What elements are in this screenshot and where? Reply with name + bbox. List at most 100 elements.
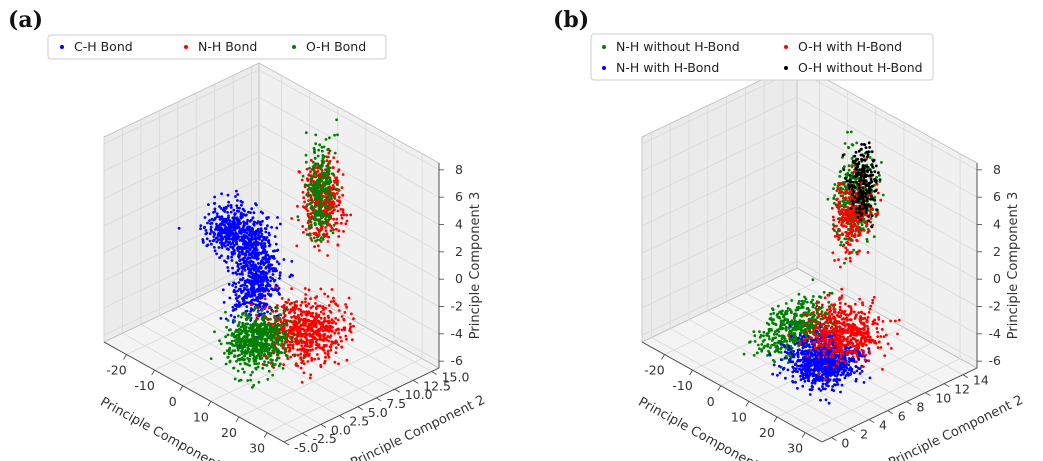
data-point [811, 379, 815, 382]
data-point [829, 366, 833, 370]
data-point [232, 366, 236, 370]
data-point [297, 218, 300, 222]
data-point [248, 353, 252, 357]
data-point [313, 172, 317, 176]
data-point [322, 337, 326, 340]
data-point [781, 367, 785, 371]
data-point [269, 306, 273, 310]
data-point [330, 343, 333, 346]
data-point [805, 371, 808, 375]
data-point [224, 220, 228, 224]
data-point [790, 299, 794, 302]
data-point [321, 329, 325, 333]
data-point [768, 337, 771, 341]
data-point [262, 343, 265, 346]
data-point [235, 204, 239, 208]
data-point [756, 343, 760, 347]
data-point [256, 310, 260, 314]
data-point [256, 243, 260, 247]
data-point [808, 358, 812, 361]
data-point [336, 160, 339, 164]
data-point [788, 324, 792, 328]
data-point [318, 143, 322, 147]
data-point [325, 215, 328, 219]
data-point [791, 360, 795, 364]
data-point [270, 333, 273, 337]
data-point [334, 339, 338, 343]
data-point [802, 343, 806, 346]
data-point [250, 293, 254, 297]
data-point [210, 229, 213, 233]
data-point [305, 193, 309, 197]
data-point [251, 216, 255, 220]
data-point [295, 244, 299, 248]
data-point [779, 319, 783, 323]
data-point [337, 235, 341, 238]
data-point [251, 352, 255, 356]
data-point [242, 223, 246, 227]
data-point [247, 274, 251, 277]
data-point [259, 343, 263, 347]
data-point [242, 259, 246, 262]
data-point [251, 256, 255, 259]
data-point [255, 313, 258, 317]
data-point [288, 319, 292, 323]
data-point [267, 361, 270, 364]
data-point [337, 331, 340, 335]
data-point [267, 369, 271, 373]
data-point [206, 221, 209, 225]
data-point [236, 296, 239, 300]
data-point [212, 246, 216, 249]
data-point [286, 354, 289, 358]
data-point [234, 212, 237, 216]
data-point [339, 335, 342, 339]
data-point [811, 298, 814, 302]
data-point [862, 381, 866, 384]
data-point [251, 229, 254, 232]
data-point [264, 326, 268, 330]
data-point [247, 225, 250, 229]
data-point [262, 237, 266, 241]
data-point [238, 287, 241, 291]
data-point [207, 203, 210, 207]
data-point [319, 189, 322, 193]
data-point [263, 352, 267, 356]
data-point [314, 198, 317, 201]
data-point [818, 295, 821, 298]
data-point [247, 326, 251, 330]
data-point [840, 240, 843, 244]
data-point [772, 318, 775, 322]
data-point [271, 273, 275, 276]
data-point [256, 287, 259, 291]
data-point [215, 252, 219, 256]
data-point [293, 354, 297, 358]
data-point [868, 376, 872, 380]
data-point [825, 373, 829, 377]
data-point [252, 268, 256, 272]
data-point [213, 217, 217, 221]
data-point [241, 276, 245, 280]
data-point [271, 310, 275, 313]
data-point [286, 332, 290, 336]
data-point [314, 321, 318, 325]
data-point [334, 222, 337, 225]
data-point [801, 335, 804, 339]
data-point [307, 212, 310, 216]
data-point [803, 379, 807, 383]
data-point [241, 357, 244, 361]
data-point [336, 133, 339, 137]
data-point [321, 161, 325, 165]
data-point [319, 201, 323, 205]
data-point [218, 256, 222, 259]
data-point [822, 370, 825, 373]
data-point [252, 344, 256, 348]
data-point [779, 339, 783, 343]
data-point [253, 232, 257, 236]
data-point [778, 371, 782, 375]
data-point [325, 324, 328, 328]
data-point [300, 380, 304, 384]
data-point [779, 322, 783, 325]
data-point [233, 349, 237, 352]
data-point [309, 323, 313, 327]
data-point [345, 305, 348, 309]
